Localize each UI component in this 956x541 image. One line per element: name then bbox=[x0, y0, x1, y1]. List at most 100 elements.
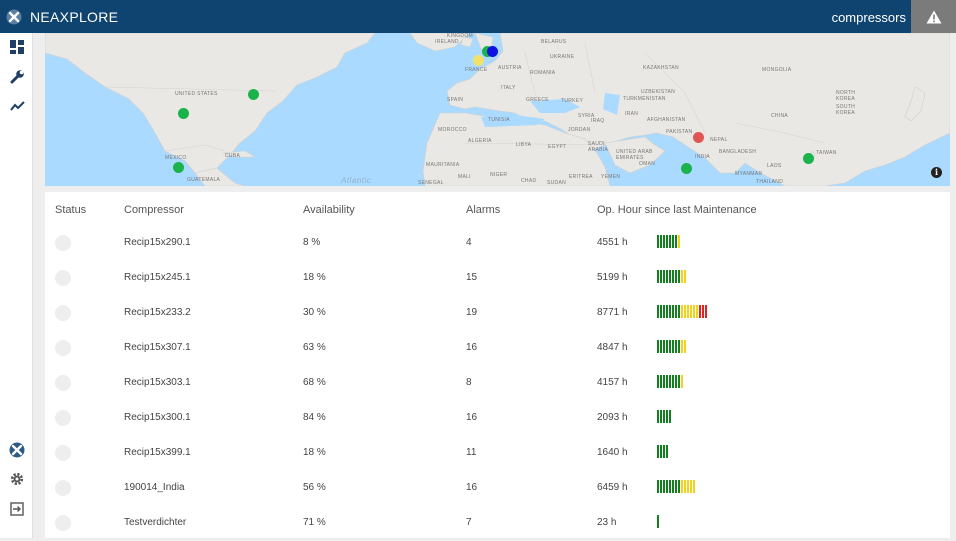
gauge-segment-green bbox=[663, 340, 665, 353]
table-row[interactable]: 190014_India 56 % 16 6459 h bbox=[45, 471, 950, 506]
compressor-name: Recip15x300.1 bbox=[124, 412, 191, 423]
gauge-segment-yellow bbox=[684, 305, 686, 318]
maintenance-gauge bbox=[657, 270, 687, 283]
sidebar-item-logout[interactable] bbox=[8, 500, 26, 518]
top-bar: NEAXPLORE compressors bbox=[0, 0, 956, 33]
sidebar-item-trends[interactable] bbox=[8, 97, 26, 115]
map-label-eritrea: ERITREA bbox=[569, 174, 593, 180]
logo-icon bbox=[9, 442, 25, 458]
map-marker[interactable] bbox=[693, 132, 704, 143]
gauge-segment-yellow bbox=[681, 305, 683, 318]
table-row[interactable]: Recip15x307.1 63 % 16 4847 h bbox=[45, 331, 950, 366]
map-label-algeria: ALGERIA bbox=[468, 138, 492, 144]
map-label-chad: CHAD bbox=[521, 178, 537, 184]
logo-icon[interactable] bbox=[6, 9, 22, 25]
column-header-op-hours[interactable]: Op. Hour since last Maintenance bbox=[597, 204, 757, 216]
gauge-segment-green bbox=[678, 270, 680, 283]
sidebar-item-dashboard[interactable] bbox=[8, 38, 26, 56]
maintenance-gauge bbox=[657, 480, 696, 493]
map-label-taiwan: TAIWAN bbox=[816, 150, 837, 156]
gauge-segment-green bbox=[672, 235, 674, 248]
table-row[interactable]: Recip15x290.1 8 % 4 4551 h bbox=[45, 226, 950, 261]
compressor-name: Recip15x307.1 bbox=[124, 342, 191, 353]
gauge-segment-yellow bbox=[696, 305, 698, 318]
gauge-segment-green bbox=[666, 410, 668, 423]
map-marker[interactable] bbox=[803, 153, 814, 164]
column-header-availability[interactable]: Availability bbox=[303, 204, 355, 216]
map-marker[interactable] bbox=[248, 89, 259, 100]
sidebar-item-about[interactable] bbox=[8, 441, 26, 459]
gauge-segment-green bbox=[660, 235, 662, 248]
map-marker[interactable] bbox=[178, 108, 189, 119]
map-label-north-korea: NORTH KOREA bbox=[836, 90, 856, 102]
availability-value: 68 % bbox=[303, 377, 326, 388]
map-marker[interactable] bbox=[487, 46, 498, 57]
map-label-romania: ROMANIA bbox=[530, 70, 556, 76]
world-map[interactable]: UNITED STATES MEXICO CUBA GUATEMALA IREL… bbox=[45, 33, 950, 186]
availability-value: 71 % bbox=[303, 517, 326, 528]
gauge-segment-green bbox=[657, 375, 659, 388]
gauge-segment-green bbox=[675, 270, 677, 283]
gauge-segment-green bbox=[672, 480, 674, 493]
gauge-segment-green bbox=[666, 270, 668, 283]
gauge-segment-yellow bbox=[681, 375, 683, 388]
gauge-segment-green bbox=[669, 235, 671, 248]
map-label-france: FRANCE bbox=[465, 67, 488, 73]
column-header-compressor[interactable]: Compressor bbox=[124, 204, 184, 216]
map-label-yemen: YEMEN bbox=[601, 174, 621, 180]
map-label-turkmenistan: TURKMENISTAN bbox=[623, 96, 666, 102]
gauge-segment-green bbox=[672, 340, 674, 353]
map-label-mali: MALI bbox=[458, 174, 471, 180]
map-info-button[interactable]: i bbox=[931, 167, 942, 178]
gauge-segment-green bbox=[678, 340, 680, 353]
gauge-segment-green bbox=[660, 375, 662, 388]
column-header-status[interactable]: Status bbox=[55, 204, 87, 216]
gauge-segment-green bbox=[669, 340, 671, 353]
map-label-senegal: SENEGAL bbox=[418, 180, 444, 186]
gauge-segment-green bbox=[657, 305, 659, 318]
column-header-alarms[interactable]: Alarms bbox=[466, 204, 501, 216]
gauge-segment-green bbox=[669, 305, 671, 318]
table-row[interactable]: Recip15x399.1 18 % 11 1640 h bbox=[45, 436, 950, 471]
maintenance-gauge bbox=[657, 410, 672, 423]
status-indicator bbox=[55, 305, 71, 321]
gauge-segment-green bbox=[666, 305, 668, 318]
gauge-segment-green bbox=[657, 515, 659, 528]
map-marker[interactable] bbox=[681, 163, 692, 174]
table-row[interactable]: Recip15x233.2 30 % 19 8771 h bbox=[45, 296, 950, 331]
map-label-jordan: JORDAN bbox=[568, 127, 591, 133]
table-row[interactable]: Recip15x303.1 68 % 8 4157 h bbox=[45, 366, 950, 401]
gauge-segment-green bbox=[666, 235, 668, 248]
gauge-segment-yellow bbox=[684, 270, 686, 283]
map-label-syria: SYRIA bbox=[578, 113, 595, 119]
map-marker[interactable] bbox=[173, 162, 184, 173]
alarms-count: 16 bbox=[466, 412, 478, 423]
sidebar bbox=[0, 33, 33, 538]
map-label-libya: LIBYA bbox=[516, 142, 532, 148]
compressor-name: Recip15x399.1 bbox=[124, 447, 191, 458]
status-indicator bbox=[55, 270, 71, 286]
brand-name: NEAXPLORE bbox=[30, 9, 119, 25]
maintenance-gauge bbox=[657, 235, 681, 248]
sidebar-item-maintenance[interactable] bbox=[8, 67, 26, 85]
warning-icon bbox=[926, 10, 941, 23]
op-hours-value: 8771 h bbox=[597, 307, 628, 318]
sidebar-item-settings[interactable] bbox=[8, 470, 26, 488]
map-marker[interactable] bbox=[473, 55, 484, 66]
op-hours-value: 5199 h bbox=[597, 272, 628, 283]
map-label-morocco: MOROCCO bbox=[438, 127, 467, 133]
gear-icon bbox=[10, 472, 24, 486]
gauge-segment-yellow bbox=[687, 480, 689, 493]
map-label-egypt: EGYPT bbox=[548, 144, 567, 150]
table-row[interactable]: Recip15x300.1 84 % 16 2093 h bbox=[45, 401, 950, 436]
op-hours-value: 2093 h bbox=[597, 412, 628, 423]
gauge-segment-green bbox=[660, 445, 662, 458]
gauge-segment-green bbox=[663, 480, 665, 493]
table-row[interactable]: Recip15x245.1 18 % 15 5199 h bbox=[45, 261, 950, 296]
map-label-spain: SPAIN bbox=[447, 97, 464, 103]
table-row[interactable]: Testverdichter 71 % 7 23 h bbox=[45, 506, 950, 541]
status-indicator bbox=[55, 235, 71, 251]
gauge-segment-green bbox=[660, 305, 662, 318]
alert-button[interactable] bbox=[911, 0, 956, 33]
gauge-segment-green bbox=[678, 375, 680, 388]
